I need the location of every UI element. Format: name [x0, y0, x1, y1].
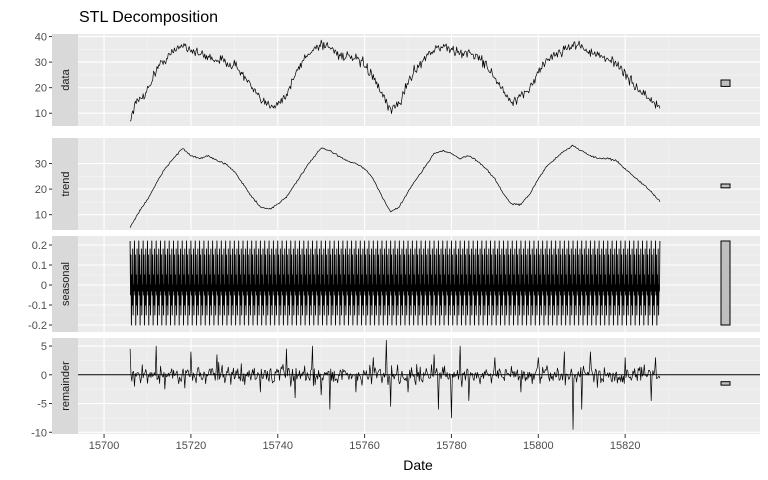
panel-trend: 10 20 30 trend	[35, 138, 760, 230]
panel-strip-label: seasonal	[60, 262, 72, 306]
chart-title: STL Decomposition	[79, 9, 218, 26]
series-line-remainder	[129, 339, 661, 430]
series-line-seasonal	[129, 240, 661, 326]
panel-data: 10 20 30 40 data	[35, 32, 760, 126]
range-bar-background	[712, 338, 760, 434]
series-line-data	[129, 39, 661, 122]
y-tick-label: 40	[35, 32, 47, 44]
panel-seasonal: -0.2 -0.1 0 0.1 0.2 seasonal	[28, 236, 760, 332]
y-tick-label: -5	[37, 399, 47, 411]
range-bar-seasonal	[720, 240, 731, 326]
y-tick-label: 30	[35, 57, 47, 69]
panel-strip	[52, 338, 78, 434]
panel-background	[78, 138, 712, 230]
x-axis-label: Date	[403, 457, 433, 473]
y-tick-label: 10	[35, 210, 47, 222]
x-tick-label: 15800	[523, 440, 554, 452]
range-bar-background	[712, 236, 760, 332]
x-tick-label: 15700	[89, 440, 120, 452]
x-tick-label: 15740	[262, 440, 293, 452]
panel-strip-label: trend	[60, 171, 72, 196]
x-tick-label: 15820	[610, 440, 641, 452]
range-bar-background	[712, 138, 760, 230]
range-bar-trend	[720, 183, 731, 189]
x-tick-label: 15760	[349, 440, 380, 452]
panel-strip	[52, 34, 78, 126]
y-tick-label: -0.1	[28, 300, 47, 312]
y-tick-label: 10	[35, 108, 47, 120]
y-tick-label: 0.1	[32, 260, 47, 272]
panel-strip-label: remainder	[60, 361, 72, 411]
range-bar-remainder	[720, 381, 731, 386]
panel-strip-label: data	[60, 68, 72, 90]
range-bar-background	[712, 34, 760, 126]
range-bar-data	[720, 79, 731, 87]
panel-background	[78, 34, 712, 126]
y-tick-label: 5	[41, 341, 47, 353]
y-tick-label: 20	[35, 184, 47, 196]
x-axis: 15700 15720 15740 15760 15780 15800 15820	[89, 434, 641, 452]
y-tick-label: 0	[41, 280, 47, 292]
x-tick-label: 15720	[176, 440, 207, 452]
panel-strip	[52, 236, 78, 332]
panel-strip	[52, 138, 78, 230]
x-tick-label: 15780	[436, 440, 467, 452]
panels-group: 10 20 30 40 data 10 20 30 trend -0.2 -0.1 0 0.1 0.2 se…	[28, 32, 760, 439]
y-tick-label: 0	[41, 370, 47, 382]
panel-remainder: -10 -5 0 5 remainder	[31, 338, 760, 439]
y-tick-label: 30	[35, 159, 47, 171]
y-tick-label: 20	[35, 83, 47, 95]
panel-background	[78, 338, 712, 434]
y-tick-label: -0.2	[28, 320, 47, 332]
series-line-trend	[129, 144, 661, 228]
y-tick-label: -10	[31, 427, 47, 439]
y-tick-label: 0.2	[32, 240, 47, 252]
